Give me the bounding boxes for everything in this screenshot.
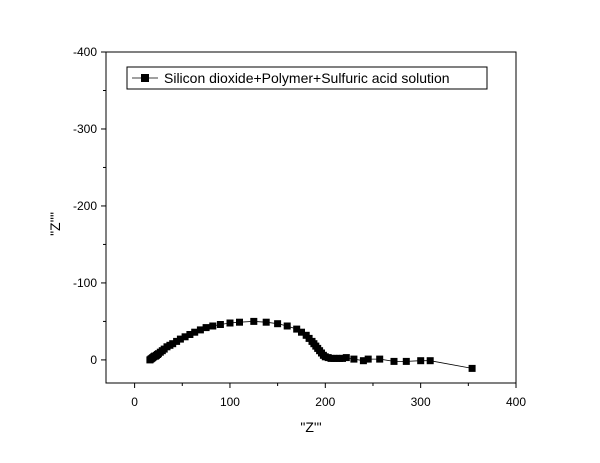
legend: Silicon dioxide+Polymer+Sulfuric acid so… [126, 66, 488, 90]
data-point [236, 318, 243, 326]
data-point [250, 317, 258, 325]
y-tick-label: -400 [73, 45, 97, 59]
axis-ticks [101, 51, 517, 388]
x-tick-label: 300 [411, 395, 431, 409]
data-point [359, 357, 367, 365]
data-point [390, 357, 398, 365]
data-point [216, 321, 224, 328]
x-tick-label: 400 [506, 395, 526, 409]
y-tick-label: -100 [73, 276, 97, 290]
y-tick-label: 0 [90, 353, 97, 367]
axis-tick-labels: 0 100 200 300 400 0 -100 -200 -300 -400 [73, 45, 526, 409]
data-point [173, 337, 181, 345]
data-point [169, 340, 177, 348]
data-point [262, 318, 270, 326]
x-tick-label: 200 [315, 395, 335, 409]
data-point [274, 320, 282, 328]
data-point [202, 324, 210, 332]
data-point [350, 355, 358, 363]
x-axis-label: "Z'" [300, 419, 321, 435]
data-point [226, 319, 234, 327]
data-point [196, 326, 204, 334]
data-point [293, 325, 301, 333]
y-tick-label: -200 [73, 199, 97, 213]
data-point [342, 354, 350, 362]
data-point [468, 364, 476, 372]
data-point [298, 328, 305, 336]
data-point [283, 322, 291, 330]
data-point [402, 357, 410, 365]
data-point [176, 335, 184, 343]
data-point [186, 331, 194, 338]
data-point [417, 357, 425, 365]
data-point [426, 357, 434, 365]
data-point [181, 333, 189, 341]
data-point [339, 354, 346, 362]
data-point [364, 355, 372, 363]
legend-marker-square [141, 74, 149, 82]
plot-frame [105, 51, 517, 384]
data-point [376, 355, 384, 363]
x-tick-label: 0 [131, 395, 138, 409]
legend-entry-label: Silicon dioxide+Polymer+Sulfuric acid so… [164, 70, 450, 86]
data-point [191, 328, 199, 336]
data-point [209, 322, 217, 330]
legend-box [126, 66, 488, 90]
y-tick-label: -300 [73, 122, 97, 136]
series-layer [146, 317, 476, 372]
y-axis-label: "Z''" [47, 212, 63, 236]
x-tick-label: 100 [220, 395, 240, 409]
